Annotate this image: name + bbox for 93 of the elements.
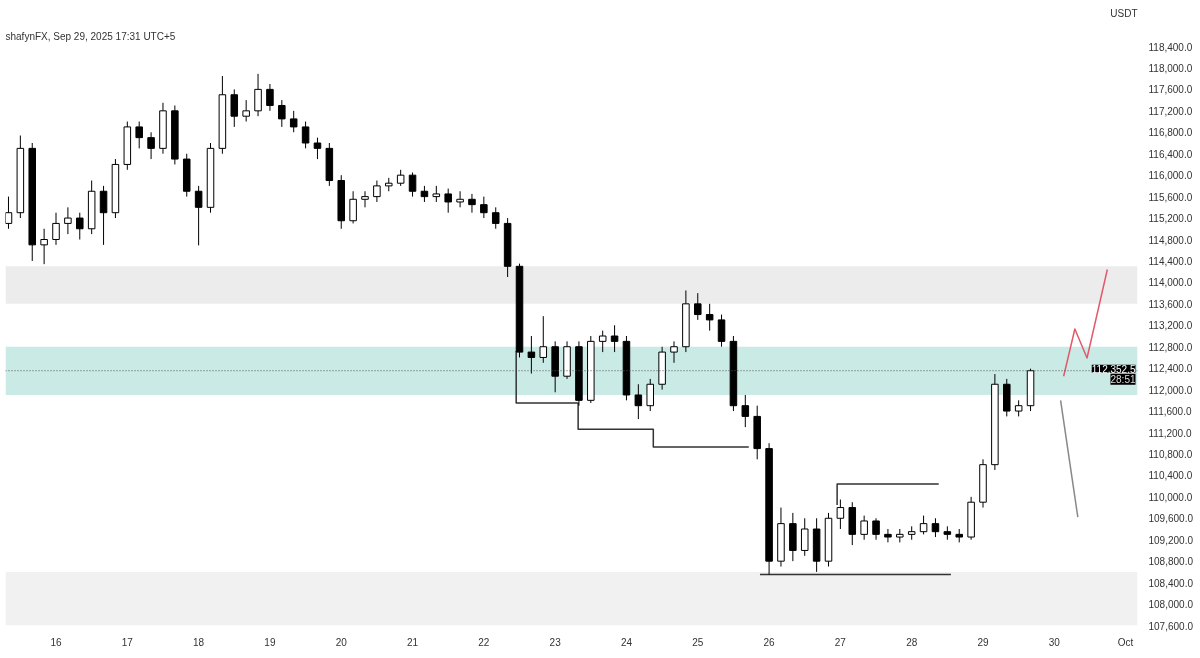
candlestick	[646, 378, 654, 412]
candlestick	[40, 228, 48, 265]
x-tick-label: 16	[50, 636, 63, 648]
y-tick-label: 115,600.0	[1148, 191, 1193, 203]
x-tick-label: 25	[692, 636, 704, 648]
candlestick	[456, 190, 464, 208]
candlestick	[254, 73, 262, 117]
y-tick-label: 112,400.0	[1148, 363, 1193, 375]
y-tick-label: 107,600.0	[1148, 620, 1194, 632]
y-tick-label: 116,800.0	[1148, 127, 1193, 139]
candlestick	[230, 88, 239, 128]
y-tick-label: 110,800.0	[1148, 448, 1193, 460]
candlestick	[705, 303, 714, 332]
x-tick-label: 17	[121, 636, 134, 648]
y-tick-label: 114,800.0	[1148, 234, 1193, 246]
candlestick	[289, 110, 298, 133]
candlestick	[278, 99, 286, 128]
candlestick	[349, 190, 357, 224]
y-tick-label: 114,400.0	[1148, 255, 1193, 267]
y-tick-label: 113,600.0	[1148, 298, 1193, 310]
candlestick	[52, 212, 60, 246]
candlestick	[301, 121, 310, 149]
candlestick	[670, 340, 678, 364]
candlestick	[361, 190, 369, 208]
candlestick	[194, 185, 203, 246]
y-tick-label: 108,800.0	[1148, 556, 1194, 568]
candlestick	[147, 131, 155, 160]
candlestick	[539, 315, 548, 364]
annotation: 28:51	[1110, 373, 1136, 385]
candlestick	[266, 83, 274, 112]
y-tick-label: 115,200.0	[1148, 213, 1193, 225]
x-tick-label: 30	[1048, 636, 1061, 648]
y-tick-label: 108,400.0	[1148, 577, 1194, 589]
candlestick	[741, 394, 750, 428]
y-tick-label: 116,000.0	[1148, 170, 1193, 182]
candlestick	[64, 206, 72, 235]
candlestick	[242, 99, 250, 123]
candlestick	[135, 121, 143, 149]
y-tick-label: 113,200.0	[1148, 320, 1193, 332]
candlestick	[598, 330, 607, 353]
candlestick	[468, 193, 476, 214]
y-tick-label: 111,600.0	[1148, 406, 1192, 418]
candlestick	[919, 515, 928, 535]
y-tick-label: 112,800.0	[1148, 341, 1193, 353]
ref-line-label: 112,352.5	[1091, 363, 1136, 375]
y-tick-label: 110,000.0	[1148, 491, 1193, 503]
x-tick-label: 26	[763, 636, 776, 648]
line-series	[515, 350, 750, 448]
x-tick-label: 18	[193, 636, 205, 648]
candlestick	[480, 196, 488, 219]
x-tick-label: 29	[977, 636, 989, 648]
y-tick-label: 108,000.0	[1148, 599, 1194, 611]
x-tick-label: 27	[834, 636, 847, 648]
x-tick-label: 20	[335, 636, 348, 648]
candlestick	[491, 206, 500, 230]
x-tick-label: 23	[549, 636, 562, 648]
candlestick	[408, 171, 417, 198]
candlestick	[860, 515, 868, 541]
candlestick	[872, 517, 880, 541]
candlestick	[800, 517, 809, 557]
y-axis-title: USDT	[1110, 7, 1138, 19]
candlestick	[444, 188, 452, 214]
candlestick	[694, 292, 702, 321]
candlestick	[931, 517, 940, 538]
candlestick	[717, 314, 726, 348]
y-tick-label: 109,200.0	[1148, 534, 1194, 546]
y-tick-label: 116,400.0	[1148, 148, 1193, 160]
candlestick	[373, 180, 381, 203]
y-tick-label: 114,000.0	[1148, 277, 1193, 289]
y-tick-label: 109,600.0	[1148, 513, 1194, 525]
x-tick-label: 28	[906, 636, 918, 648]
y-tick-label: 111,200.0	[1148, 427, 1192, 439]
candlestick	[884, 528, 892, 543]
y-tick-label: 117,600.0	[1148, 84, 1193, 96]
candlestick	[610, 324, 619, 353]
x-tick-label: Oct	[1117, 636, 1134, 648]
candlestick	[99, 185, 108, 246]
y-tick-label: 117,200.0	[1148, 105, 1193, 117]
candlestick	[634, 383, 643, 420]
candlestick	[76, 212, 84, 240]
x-tick-label: 19	[264, 636, 276, 648]
y-tick-label: 118,000.0	[1148, 62, 1193, 74]
x-tick-label: 24	[620, 636, 633, 648]
y-tick-label: 110,400.0	[1148, 470, 1193, 482]
candlestick	[836, 499, 845, 530]
candlestick	[5, 196, 13, 230]
candlestick	[313, 137, 322, 160]
x-tick-label: 21	[406, 636, 419, 648]
y-tick-label: 112,000.0	[1148, 384, 1193, 396]
y-tick-label: 118,400.0	[1148, 41, 1193, 53]
x-tick-label: 22	[478, 636, 490, 648]
text: shafynFX, Sep 29, 2025 17:31 UTC+5	[5, 30, 176, 42]
candlestick	[527, 335, 536, 375]
